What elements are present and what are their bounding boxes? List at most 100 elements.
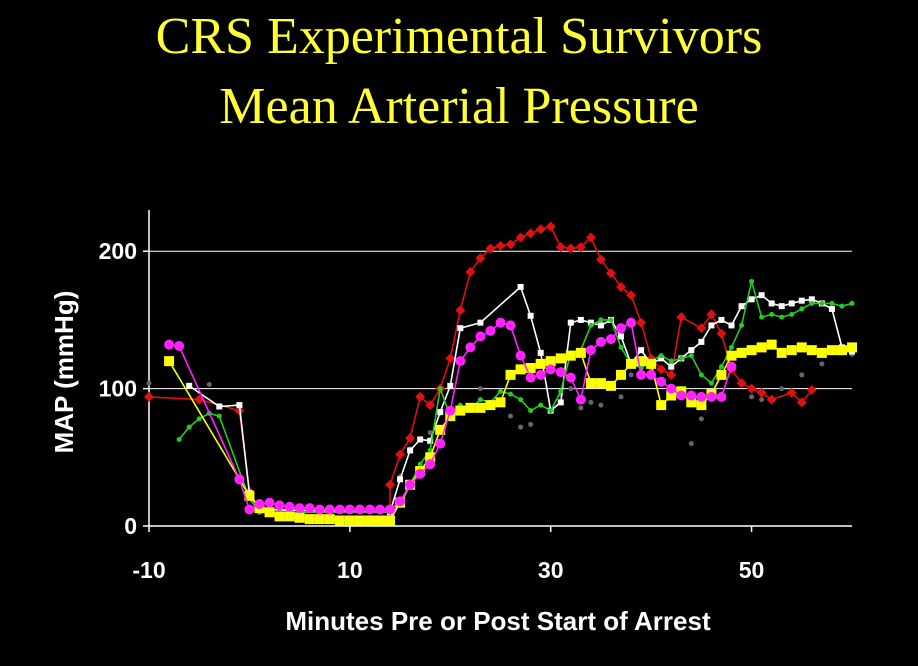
data-point-magenta xyxy=(676,390,687,401)
data-point-magenta xyxy=(344,504,355,515)
data-point-green xyxy=(477,397,483,403)
x-tick-label: 50 xyxy=(739,557,765,583)
data-point-magenta xyxy=(264,497,275,508)
data-point-red xyxy=(786,387,797,398)
data-point-magenta xyxy=(445,405,456,416)
data-point-gray xyxy=(618,394,624,400)
data-point-gray xyxy=(518,424,524,430)
data-point-green xyxy=(437,386,443,392)
axes xyxy=(143,210,852,532)
data-point-white xyxy=(587,319,594,326)
data-point-magenta xyxy=(324,504,335,515)
data-point-yellow xyxy=(535,358,546,369)
data-point-magenta xyxy=(575,394,586,405)
data-point-yellow xyxy=(525,363,536,373)
data-point-gray xyxy=(779,386,785,392)
data-point-yellow xyxy=(826,345,837,356)
data-point-white xyxy=(236,402,243,409)
data-point-white xyxy=(688,347,695,354)
data-point-yellow xyxy=(385,515,396,526)
data-point-yellow xyxy=(605,380,616,391)
data-point-gray xyxy=(749,394,755,400)
data-point-yellow xyxy=(836,345,847,356)
data-point-green xyxy=(819,300,825,306)
data-point-magenta xyxy=(284,501,295,512)
data-point-magenta xyxy=(515,350,526,361)
data-point-magenta xyxy=(475,331,486,342)
data-point-yellow xyxy=(364,515,375,526)
data-point-white xyxy=(808,296,815,303)
data-point-red xyxy=(736,378,747,389)
data-point-yellow xyxy=(626,358,637,369)
data-point-white xyxy=(567,319,574,326)
data-point-yellow xyxy=(515,364,526,375)
data-point-red xyxy=(555,242,566,253)
data-point-gray xyxy=(698,416,704,422)
data-point-yellow xyxy=(475,402,486,413)
data-point-white xyxy=(216,403,223,410)
data-point-green xyxy=(688,353,694,359)
data-point-white xyxy=(748,296,755,303)
data-point-gray xyxy=(578,405,584,411)
data-point-magenta xyxy=(254,499,265,510)
data-point-green xyxy=(728,344,734,350)
data-point-magenta xyxy=(364,504,375,515)
data-point-magenta xyxy=(495,317,506,328)
data-point-green xyxy=(518,397,524,403)
data-point-yellow xyxy=(425,452,436,463)
data-point-white xyxy=(186,382,193,389)
data-point-green xyxy=(829,300,835,306)
data-point-yellow xyxy=(746,345,757,356)
data-point-red xyxy=(545,221,556,232)
data-point-green xyxy=(799,306,805,312)
data-point-white xyxy=(577,316,584,323)
data-point-gray xyxy=(819,361,825,367)
data-point-yellow xyxy=(585,378,596,389)
data-point-magenta xyxy=(455,356,466,367)
data-point-red xyxy=(515,232,526,243)
data-point-yellow xyxy=(766,339,777,350)
data-point-magenta xyxy=(294,503,305,514)
data-point-gray xyxy=(146,380,152,386)
data-point-red xyxy=(656,364,667,375)
data-point-green xyxy=(698,372,704,378)
data-point-white xyxy=(477,319,484,326)
data-point-magenta xyxy=(304,503,315,514)
data-point-red xyxy=(455,305,466,316)
data-point-green xyxy=(779,314,785,320)
x-axis-label: Minutes Pre or Post Start of Arrest xyxy=(285,606,711,636)
chart-title-line-2: Mean Arterial Pressure xyxy=(219,78,699,135)
data-point-white xyxy=(758,292,765,299)
data-point-yellow xyxy=(324,514,335,525)
data-point-white xyxy=(698,338,705,345)
data-point-gray xyxy=(628,372,634,378)
series-line-red xyxy=(148,225,813,511)
data-point-yellow xyxy=(465,402,476,413)
data-point-white xyxy=(457,325,464,332)
data-point-green xyxy=(538,402,544,408)
data-point-yellow xyxy=(806,345,817,356)
data-point-magenta xyxy=(726,361,737,372)
data-point-red xyxy=(806,384,817,395)
series-group xyxy=(144,221,857,526)
data-point-green xyxy=(708,380,714,386)
data-point-magenta xyxy=(545,364,556,375)
data-point-red xyxy=(505,239,516,250)
data-point-white xyxy=(738,303,745,310)
data-point-yellow xyxy=(164,356,175,367)
data-point-green xyxy=(548,408,554,414)
data-point-yellow xyxy=(294,512,305,523)
x-tick-label: 10 xyxy=(337,557,363,583)
data-point-gray xyxy=(799,372,805,378)
data-point-red xyxy=(485,243,496,254)
data-point-red xyxy=(756,387,767,398)
data-point-red xyxy=(746,383,757,394)
data-point-red xyxy=(525,228,536,239)
data-point-green xyxy=(839,303,845,309)
data-point-magenta xyxy=(425,459,436,470)
data-point-white xyxy=(618,333,625,340)
data-point-white xyxy=(527,312,534,319)
data-point-green xyxy=(186,424,192,430)
data-point-green xyxy=(558,388,564,394)
